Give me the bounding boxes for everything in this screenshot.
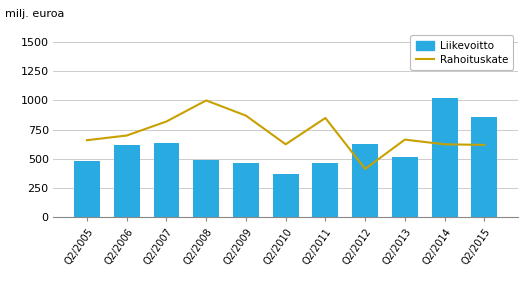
Legend: Liikevoitto, Rahoituskate: Liikevoitto, Rahoituskate [411, 35, 513, 70]
Bar [233, 163, 259, 217]
Bar [352, 144, 378, 217]
Bar [471, 117, 497, 217]
Bar [193, 159, 219, 217]
Bar [74, 161, 100, 217]
Text: milj. euroa: milj. euroa [5, 9, 65, 19]
Bar [273, 174, 298, 217]
Bar [114, 145, 140, 217]
Bar [313, 163, 339, 217]
Bar [432, 98, 458, 217]
Bar [153, 143, 179, 217]
Bar [392, 156, 418, 217]
